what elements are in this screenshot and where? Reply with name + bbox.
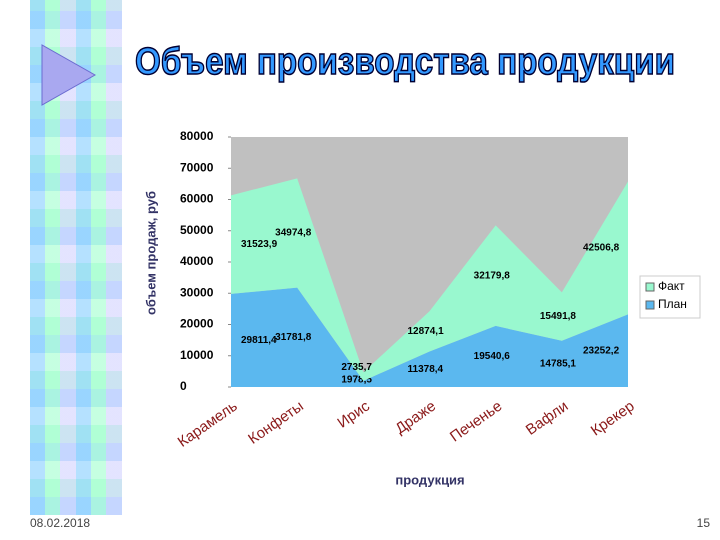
y-tick-label: 80000 — [180, 129, 214, 143]
y-tick-label: 60000 — [180, 192, 214, 206]
value-label: 32179,8 — [474, 270, 511, 281]
value-label: 34974,8 — [275, 228, 312, 239]
y-tick-label: 10000 — [180, 348, 214, 362]
x-tick-label: Вафли — [523, 398, 572, 439]
value-label: 31781,8 — [275, 332, 312, 343]
y-tick-label: 70000 — [180, 160, 214, 174]
value-label: 29811,4 — [241, 335, 277, 346]
value-label: 11378,4 — [408, 364, 444, 375]
value-label: 15491,8 — [540, 311, 577, 322]
x-tick-label: Конфеты — [245, 398, 307, 448]
value-label: 1978,5 — [341, 375, 372, 386]
value-label: 31523,9 — [241, 239, 278, 250]
x-tick-label: Крекер — [588, 398, 638, 440]
legend-swatch — [645, 300, 655, 310]
decor-triangle — [41, 44, 97, 106]
x-tick-label: Карамель — [175, 398, 241, 451]
legend-swatch — [645, 282, 655, 292]
x-tick-label: Печенье — [447, 398, 505, 446]
value-label: 14785,1 — [540, 359, 577, 370]
footer-date: 08.02.2018 — [30, 516, 90, 530]
x-tick-label: Ирис — [334, 397, 373, 431]
y-tick-label: 50000 — [180, 223, 214, 237]
x-axis-label: продукция — [395, 472, 464, 487]
value-label: 2735,7 — [341, 362, 372, 373]
y-tick-label: 20000 — [180, 317, 214, 331]
area — [231, 178, 628, 381]
legend-label: План — [658, 297, 687, 311]
value-label: 42506,8 — [583, 243, 620, 254]
value-label: 19540,6 — [474, 351, 511, 362]
page-number: 15 — [697, 516, 711, 530]
legend-label: Факт — [658, 279, 685, 293]
y-tick-label: 0 — [180, 379, 187, 393]
value-label: 12874,1 — [408, 326, 445, 337]
chart-title: Объем производства продукции — [135, 41, 675, 83]
area — [231, 287, 628, 387]
y-tick-label: 30000 — [180, 285, 214, 299]
x-tick-label: Драже — [392, 398, 439, 438]
value-label: 23252,2 — [583, 345, 620, 356]
y-axis-label: объем продаж, руб — [143, 191, 158, 315]
y-tick-label: 40000 — [180, 254, 214, 268]
